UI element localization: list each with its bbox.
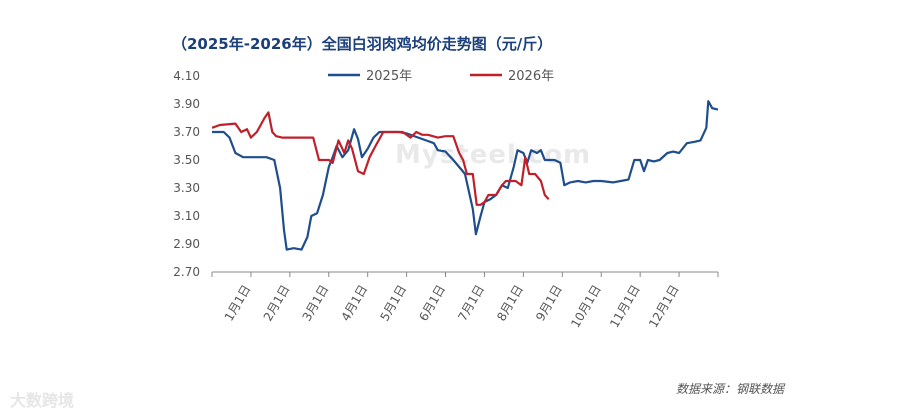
x-tick-label: 8月1日 [494,283,526,324]
legend: 2025年 2026年 [328,69,554,84]
series-2025-line [212,100,719,251]
chart-title: （2025年-2026年）全国白羽肉鸡均价走势图（元/斤） [172,35,553,53]
brand-logo-text: 大数跨境 [10,391,75,410]
data-source-note: 数据来源：钢联数据 [676,382,785,396]
y-tick-label: 4.10 [173,69,200,83]
x-tick-label: 6月1日 [416,283,448,324]
x-tick-label: 11月1日 [607,283,643,331]
mysteel-watermark: Mysteel.com [395,140,592,170]
x-tick-label: 4月1日 [339,283,371,324]
y-tick-label: 3.10 [173,209,200,223]
x-tick-label: 10月1日 [568,283,604,331]
legend-label: 2025年 [366,69,412,84]
x-tick-label: 1月1日 [222,283,254,324]
x-tick-label: 3月1日 [300,283,332,324]
y-tick-label: 3.50 [173,153,200,167]
y-axis-labels: 4.10 3.90 3.70 3.50 3.30 3.10 2.90 2.70 [173,69,200,279]
y-tick-label: 3.90 [173,97,200,111]
y-tick-label: 3.70 [173,125,200,139]
x-tick-label: 12月1日 [646,283,682,331]
x-tick-label: 5月1日 [377,283,409,324]
x-tick-label: 9月1日 [533,283,565,324]
y-tick-label: 2.90 [173,237,200,251]
x-tick-label: 2月1日 [261,283,293,324]
series-2026-line [211,111,550,206]
y-tick-label: 3.30 [173,181,200,195]
x-tick-label: 7月1日 [455,283,487,324]
series-layer [211,100,719,251]
x-axis: 1月1日 2月1日 3月1日 4月1日 5月1日 6月1日 7月1日 8月1日 9月1日 10月1… [211,271,719,331]
y-tick-label: 2.70 [173,265,200,279]
legend-label: 2026年 [508,69,554,84]
